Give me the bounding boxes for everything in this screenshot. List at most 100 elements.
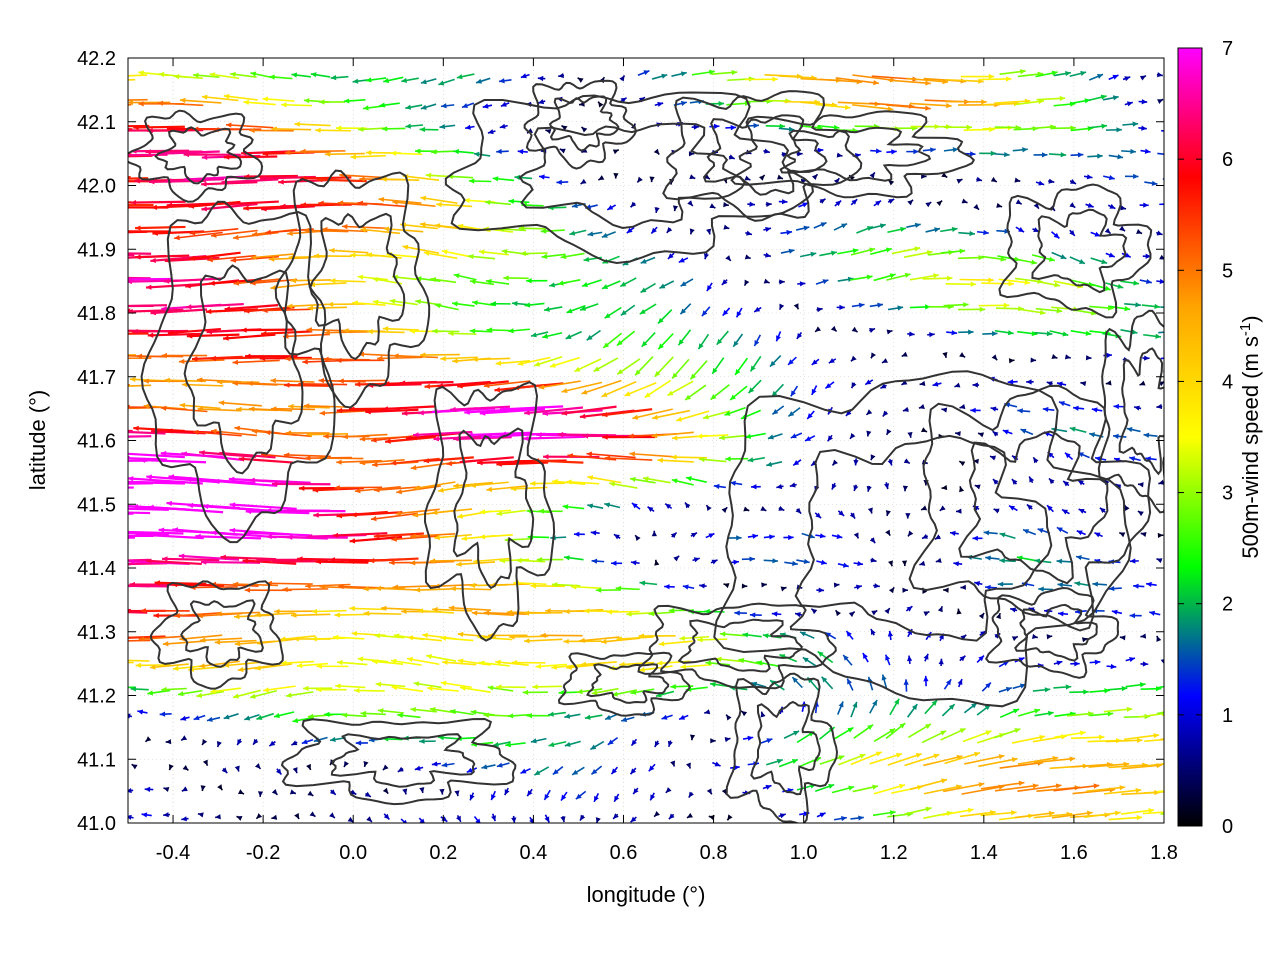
wind-vector-head — [632, 414, 639, 420]
wind-vector-shaft — [904, 753, 940, 767]
wind-vector-head — [776, 758, 783, 764]
wind-vector-head — [897, 305, 904, 311]
wind-vector-head — [1056, 527, 1063, 533]
wind-vector-head — [653, 148, 660, 155]
wind-vector-head — [162, 556, 168, 562]
wind-vector-shaft — [524, 638, 563, 642]
wind-vector-shaft — [309, 282, 347, 286]
wind-vector-head — [640, 258, 647, 264]
wind-vector-head — [974, 484, 981, 490]
wind-vector-head — [1064, 354, 1071, 360]
wind-vector-head — [249, 477, 255, 483]
wind-vector-head — [875, 200, 882, 206]
wind-vector-head — [1114, 810, 1121, 816]
wind-vector-head — [251, 231, 258, 237]
wind-vector-head — [287, 230, 293, 237]
wind-vector-shaft — [909, 778, 948, 791]
wind-vector-head — [407, 635, 414, 641]
colorbar-label: 500m-wind speed (m s-1) — [1237, 315, 1263, 558]
wind-vector-head — [216, 741, 222, 747]
contour-line — [548, 95, 620, 152]
wind-vector-shaft — [656, 660, 691, 665]
wind-vector-shaft — [959, 811, 996, 818]
wind-vector-shaft — [363, 612, 402, 615]
wind-vector-shaft — [262, 308, 311, 312]
wind-vector-shaft — [423, 456, 474, 463]
wind-vector-head — [896, 752, 903, 758]
wind-vector-head — [710, 394, 717, 400]
wind-vector-head — [256, 557, 262, 563]
wind-vector-head — [1137, 511, 1144, 517]
wind-vector-head — [199, 663, 205, 669]
wind-vector-head — [887, 106, 894, 112]
wind-vector-shaft — [530, 584, 565, 588]
wind-vector-shaft — [202, 505, 275, 513]
wind-vector-head — [562, 504, 569, 510]
contour-line — [998, 183, 1153, 319]
wind-vector-head — [679, 714, 686, 720]
wind-vector-shaft — [943, 782, 985, 793]
wind-vector-shaft — [329, 279, 366, 283]
wind-vector-head — [186, 333, 193, 339]
wind-vector-head — [363, 760, 369, 767]
wind-vector-head — [1007, 330, 1014, 336]
wind-vector-head — [604, 455, 611, 461]
wind-vector-head — [576, 688, 583, 695]
wind-vector-head — [383, 226, 390, 232]
contour-line — [452, 427, 535, 590]
wind-vector-head — [923, 611, 930, 617]
wind-vector-head — [911, 704, 918, 710]
wind-vector-head — [667, 253, 674, 259]
wind-vector-head — [934, 534, 941, 540]
wind-vector-shaft — [490, 583, 531, 586]
wind-vector-head — [193, 715, 200, 721]
wind-vector-shaft — [300, 176, 352, 180]
wind-vector-head — [642, 476, 649, 482]
wind-vector-head — [672, 372, 678, 379]
wind-vector-head — [570, 584, 577, 590]
wind-vector-head — [656, 660, 663, 666]
wind-vector-head — [471, 610, 478, 616]
wind-vector-head — [630, 201, 637, 208]
wind-vector-shaft — [375, 587, 418, 591]
wind-vector-head — [393, 353, 399, 359]
wind-vector-head — [268, 256, 275, 262]
wind-vector-shaft — [923, 785, 963, 795]
wind-vector-head — [516, 557, 522, 564]
wind-vector-head — [1156, 403, 1163, 410]
wind-vector-shaft — [350, 154, 386, 158]
wind-vector-head — [1091, 407, 1098, 413]
wind-vector-head — [181, 451, 187, 457]
wind-vector-head — [723, 202, 729, 208]
wind-vector-head — [487, 129, 494, 135]
wind-vector-head — [925, 304, 931, 310]
wind-vector-head — [495, 659, 501, 665]
wind-vector-shaft — [360, 228, 400, 235]
wind-vector-head — [1094, 456, 1101, 462]
wind-vector-shaft — [1033, 757, 1076, 764]
wind-vector-head — [453, 483, 459, 489]
wind-vector-head — [771, 611, 778, 617]
wind-vector-shaft — [778, 75, 817, 79]
wind-vector-head — [1034, 708, 1041, 714]
wind-vector-head — [1104, 688, 1110, 694]
wind-vector-head — [1069, 426, 1076, 432]
wind-vector-head — [511, 817, 517, 823]
wind-vector-head — [999, 558, 1005, 564]
wind-vector-shaft — [290, 613, 331, 617]
wind-vector-head — [744, 279, 750, 286]
wind-vector-head — [201, 94, 208, 100]
wind-vector-shaft — [1017, 756, 1059, 765]
wind-vector-head — [769, 360, 776, 367]
wind-vector-shaft — [1072, 788, 1116, 795]
wind-vector-head — [838, 755, 845, 761]
wind-vector-shaft — [994, 784, 1039, 792]
wind-vector-head — [319, 584, 326, 590]
wind-vector-head — [985, 682, 991, 689]
wind-vector-shaft — [138, 635, 185, 641]
wind-vector-head — [881, 674, 887, 681]
wind-vector-shaft — [178, 359, 225, 363]
wind-vector-head — [887, 630, 893, 637]
wind-vector-head — [865, 379, 872, 385]
wind-vector-head — [925, 806, 932, 812]
